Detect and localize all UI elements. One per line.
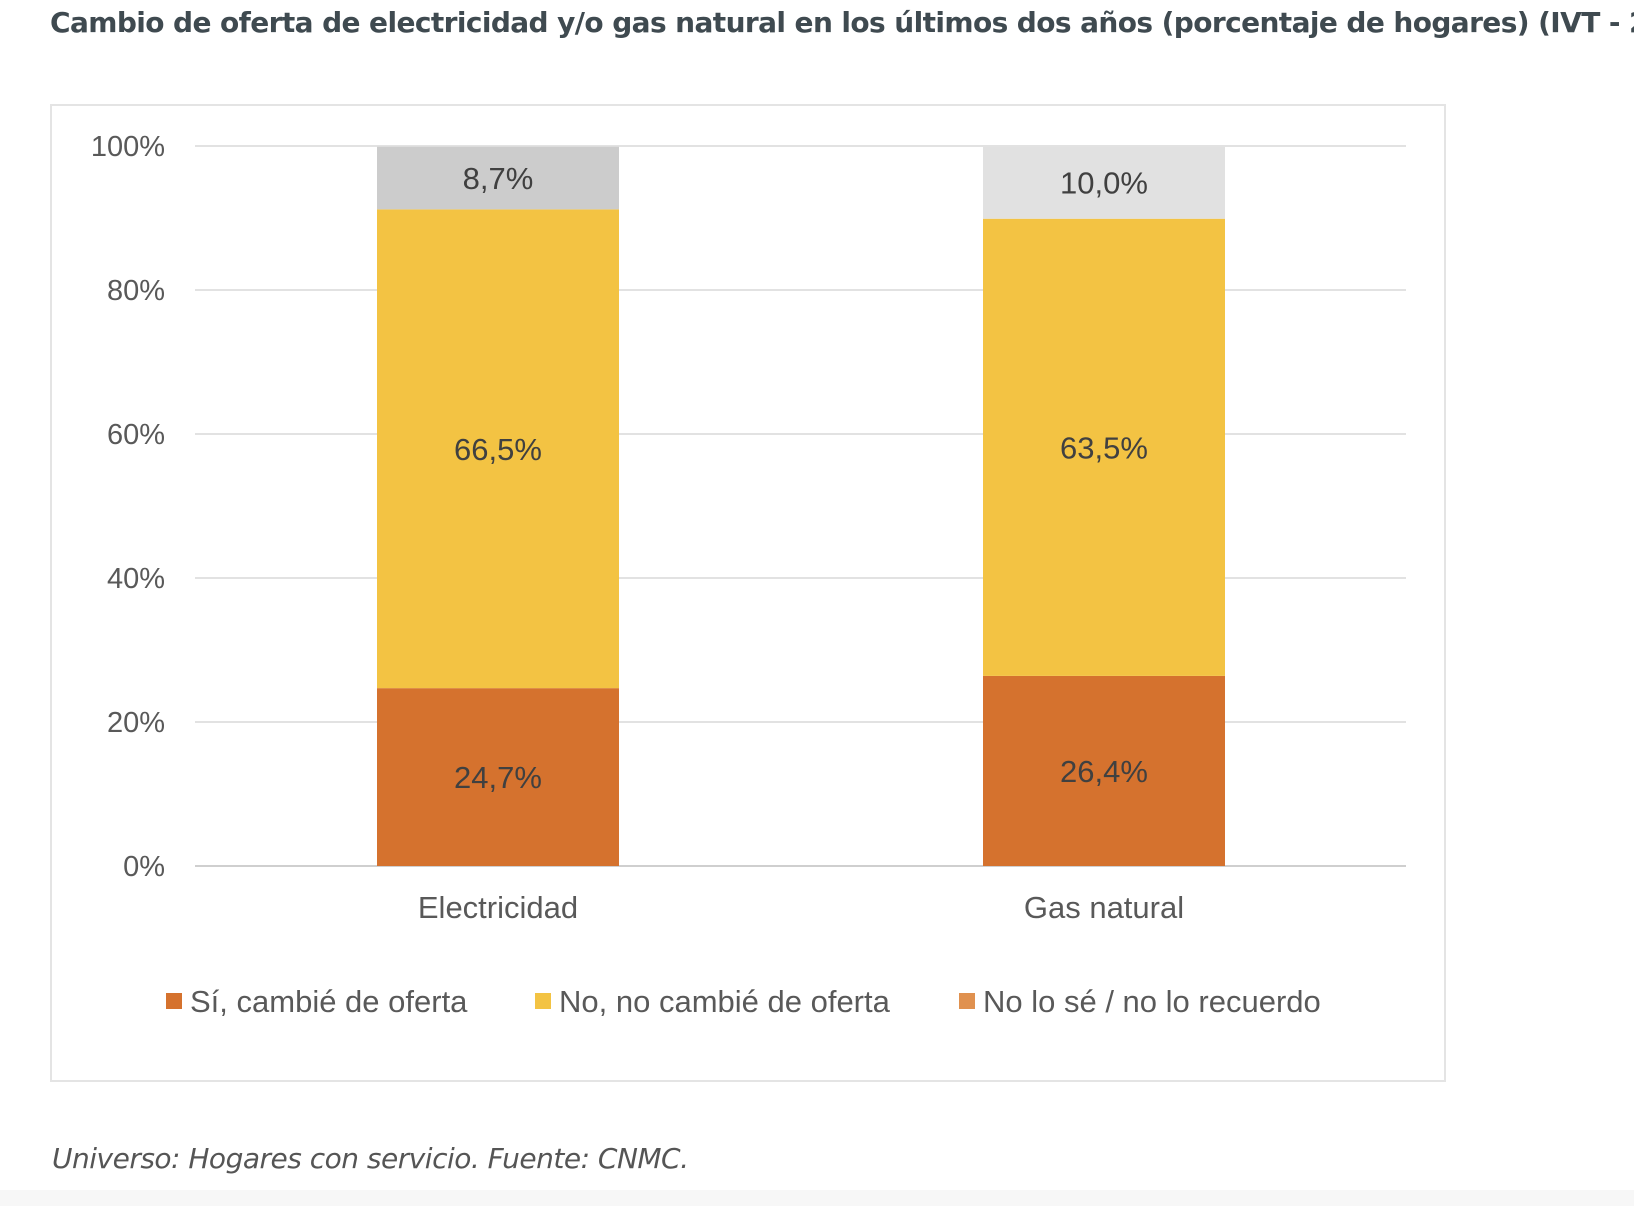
y-tick-label: 40%	[107, 563, 165, 595]
legend-swatch	[166, 993, 182, 1009]
legend-swatch	[535, 993, 551, 1009]
legend-label: No, no cambié de oferta	[559, 984, 891, 1019]
bar-segment	[983, 218, 1225, 676]
y-tick-label: 100%	[91, 131, 165, 163]
legend-label: Sí, cambié de oferta	[190, 984, 468, 1019]
y-tick-label: 60%	[107, 419, 165, 451]
bar-segment	[377, 688, 619, 866]
y-tick-label: 80%	[107, 275, 165, 307]
data-label: 66,5%	[454, 432, 542, 467]
page-bottom-band	[0, 1190, 1634, 1206]
source-note: Universo: Hogares con servicio. Fuente: …	[52, 1142, 689, 1175]
data-label: 24,7%	[454, 760, 542, 795]
data-label: 10,0%	[1060, 166, 1148, 201]
page-title: Cambio de oferta de electricidad y/o gas…	[50, 6, 1634, 39]
x-tick-label: Electricidad	[418, 890, 578, 925]
bar-segment	[983, 675, 1225, 866]
bar-segment	[377, 209, 619, 689]
y-tick-label: 0%	[123, 851, 165, 883]
data-label: 8,7%	[463, 161, 534, 196]
bar-segment	[377, 146, 619, 210]
data-label: 63,5%	[1060, 430, 1148, 465]
legend-label: No lo sé / no lo recuerdo	[983, 984, 1321, 1019]
bar-segment	[983, 146, 1225, 219]
legend-swatch	[959, 993, 975, 1009]
x-tick-label: Gas natural	[1024, 890, 1184, 925]
data-label: 26,4%	[1060, 754, 1148, 789]
y-tick-label: 20%	[107, 707, 165, 739]
